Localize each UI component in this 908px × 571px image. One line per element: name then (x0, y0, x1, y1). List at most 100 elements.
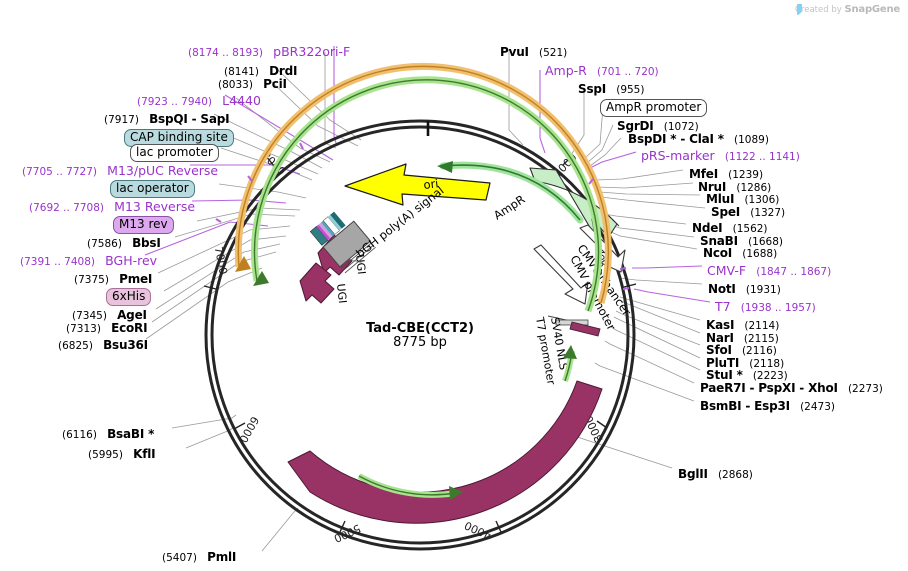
map-badge-m13-rev[interactable]: M13 rev (113, 215, 174, 234)
label-position: (955) (616, 84, 645, 96)
label-name: DrdI (269, 64, 298, 78)
badge-text: M13 rev (113, 216, 174, 234)
map-label-pvui[interactable]: PvuI (521) (500, 43, 567, 59)
label-name: BGH-rev (105, 253, 158, 268)
snapgene-logo-icon (796, 4, 802, 15)
badge-text: lac operator (110, 180, 195, 198)
map-label-mlui[interactable]: MluI (1306) (706, 190, 779, 206)
label-name: MluI (706, 192, 735, 206)
label-position: (2114) (744, 320, 780, 332)
label-name: T7 (715, 299, 731, 314)
map-label-l4440[interactable]: (7923 .. 7940) L4440 (137, 92, 261, 108)
label-name: PmeI (119, 272, 153, 286)
map-label-pmli[interactable]: (5407) PmlI (162, 548, 236, 564)
map-label-kasi[interactable]: KasI (2114) (706, 316, 779, 332)
label-name: BspQI - SapI (149, 112, 230, 126)
map-label-pbr322ori-f[interactable]: (8174 .. 8193) pBR322ori-F (188, 43, 350, 59)
label-position: (2273) (847, 383, 883, 395)
map-badge-lac-promoter[interactable]: lac promoter (130, 143, 219, 162)
map-badge-6xhis[interactable]: 6xHis (106, 287, 152, 306)
label-name: AgeI (117, 308, 147, 322)
map-label-bspqi-sapi[interactable]: (7917) BspQI - SapI (104, 110, 230, 126)
map-label-paer7i-pspxi-xhoi[interactable]: PaeR7I - PspXI - XhoI (2273) (700, 379, 883, 395)
map-label-ecori[interactable]: (7313) EcoRI (66, 319, 148, 335)
label-name: BbsI (132, 236, 161, 250)
map-label-sgrdi[interactable]: SgrDI (1072) (617, 117, 699, 133)
label-position: (7375) (74, 274, 109, 286)
map-label-pmei[interactable]: (7375) PmeI (74, 270, 152, 286)
label-name: NarI (706, 331, 734, 345)
map-label-mfei[interactable]: MfeI (1239) (689, 165, 763, 181)
label-name: M13/pUC Reverse (107, 163, 219, 178)
map-badge-cap-binding-site[interactable]: CAP binding site (124, 128, 234, 147)
map-label-cmv-f[interactable]: CMV-F (1847 .. 1867) (707, 262, 831, 278)
map-label-stui[interactable]: StuI * (2223) (706, 366, 788, 382)
badge-text: 6xHis (106, 288, 152, 306)
label-position: (7313) (66, 323, 101, 335)
label-position: (1931) (745, 284, 781, 296)
map-label-agei[interactable]: (7345) AgeI (72, 306, 147, 322)
label-position: (1938 .. 1957) (740, 302, 816, 314)
badge-text: CAP binding site (124, 129, 234, 147)
map-label-drdi[interactable]: (8141) DrdI (224, 62, 297, 78)
svg-text:Cas9: Cas9 (381, 455, 412, 475)
map-label-m13-puc-reverse[interactable]: (7705 .. 7727) M13/pUC Reverse (22, 162, 218, 178)
label-position: (1072) (663, 121, 699, 133)
map-label-bsmbi-esp3i[interactable]: BsmBI - Esp3I (2473) (700, 397, 835, 413)
leader-lines-right (508, 50, 706, 469)
map-label-spei[interactable]: SpeI (1327) (711, 203, 785, 219)
map-label-sspi[interactable]: SspI (955) (578, 80, 644, 96)
map-label-nari[interactable]: NarI (2115) (706, 329, 779, 345)
svg-text:AmpR: AmpR (491, 192, 527, 222)
label-position: (1122 .. 1141) (724, 151, 800, 163)
map-label-bbsi[interactable]: (7586) BbsI (87, 234, 161, 250)
map-label-bsabi[interactable]: (6116) BsaBI * (62, 425, 154, 441)
snapgene-credit: Created by SnapGene (795, 4, 900, 15)
map-label-nrui[interactable]: NruI (1286) (698, 178, 771, 194)
map-label-bglii[interactable]: BglII (2868) (678, 465, 753, 481)
label-name: PluTI (706, 356, 740, 370)
label-name: SnaBI (700, 234, 738, 248)
map-label-t7[interactable]: T7 (1938 .. 1957) (715, 298, 816, 314)
label-name: KasI (706, 318, 735, 332)
map-label-amp-r[interactable]: Amp-R (701 .. 720) (545, 62, 659, 78)
label-position: (2118) (749, 358, 785, 370)
label-name: PvuI (500, 45, 529, 59)
map-label-sfoi[interactable]: SfoI (2116) (706, 341, 777, 357)
label-position: (2116) (741, 345, 777, 357)
map-badge-ampr-promoter[interactable]: AmpR promoter (600, 98, 708, 117)
map-label-bsu36i[interactable]: (6825) Bsu36I (58, 336, 148, 352)
feature-cas9-green-track (251, 76, 602, 313)
label-name: PciI (263, 77, 287, 91)
map-label-m13-reverse[interactable]: (7692 .. 7708) M13 Reverse (29, 198, 195, 214)
map-badge-lac-operator[interactable]: lac operator (110, 179, 195, 198)
map-label-kfli[interactable]: (5995) KflI (88, 445, 156, 461)
label-name: KflI (133, 447, 156, 461)
label-position: (1668) (748, 236, 783, 248)
svg-text:ori: ori (423, 176, 440, 192)
map-label-bgh-rev[interactable]: (7391 .. 7408) BGH-rev (20, 252, 157, 268)
label-position: (701 .. 720) (597, 66, 659, 78)
label-name: NdeI (692, 221, 723, 235)
map-label-noti[interactable]: NotI (1931) (708, 280, 781, 296)
feature-ori-arrow: ori (344, 163, 491, 206)
map-label-ncoi[interactable]: NcoI (1688) (703, 244, 777, 260)
feature-ampr-promoter-green-line (437, 161, 584, 224)
map-label-pluti[interactable]: PluTI (2118) (706, 354, 784, 370)
plasmid-title: Tad-CBE(CCT2) (366, 321, 474, 336)
feature-cas9-orange-track (234, 62, 612, 304)
credit-brand: SnapGene (844, 4, 900, 15)
badge-text: lac promoter (130, 144, 219, 162)
label-position: (6116) (62, 429, 97, 441)
label-name: NotI (708, 282, 736, 296)
map-label-ndei[interactable]: NdeI (1562) (692, 219, 768, 235)
label-position: (1306) (744, 194, 780, 206)
map-label-bspdi-clai[interactable]: BspDI * - ClaI * (1089) (628, 130, 769, 146)
label-name: PaeR7I - PspXI - XhoI (700, 381, 838, 395)
map-label-snabi[interactable]: SnaBI (1668) (700, 232, 783, 248)
label-name: BspDI * - ClaI * (628, 132, 724, 146)
map-label-prs-marker[interactable]: pRS-marker (1122 .. 1141) (641, 147, 800, 163)
map-label-pcii[interactable]: (8033) PciI (218, 75, 287, 91)
